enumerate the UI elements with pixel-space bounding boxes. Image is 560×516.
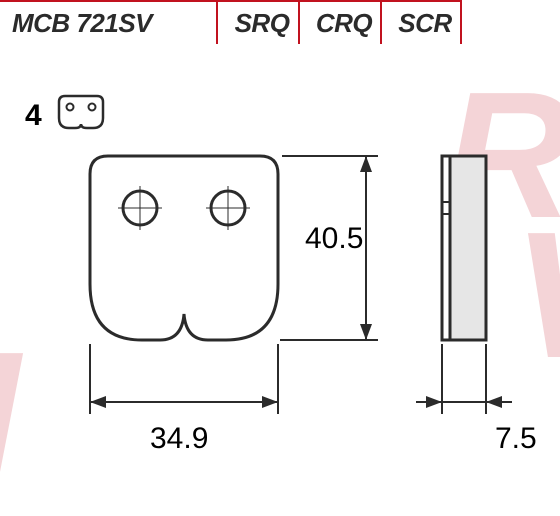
thickness-dimension bbox=[416, 344, 512, 414]
width-label: 34.9 bbox=[150, 422, 208, 456]
code-label: SCR bbox=[398, 8, 451, 39]
width-dimension bbox=[90, 344, 278, 414]
code-cell-0: SRQ bbox=[218, 0, 300, 44]
code-label: SRQ bbox=[235, 8, 290, 39]
side-view bbox=[442, 156, 486, 340]
thickness-label: 7.5 bbox=[495, 422, 537, 456]
code-label: CRQ bbox=[316, 8, 372, 39]
part-number-cell: MCB 721SV bbox=[0, 0, 218, 44]
height-label: 40.5 bbox=[305, 222, 363, 256]
diagram-area: R V I 4 bbox=[0, 44, 560, 511]
part-number: MCB 721SV bbox=[12, 8, 152, 39]
front-view bbox=[90, 156, 278, 340]
technical-drawing bbox=[0, 94, 560, 514]
header-row: MCB 721SV SRQ CRQ SCR bbox=[0, 0, 560, 44]
code-cell-1: CRQ bbox=[300, 0, 382, 44]
code-cell-2: SCR bbox=[382, 0, 462, 44]
